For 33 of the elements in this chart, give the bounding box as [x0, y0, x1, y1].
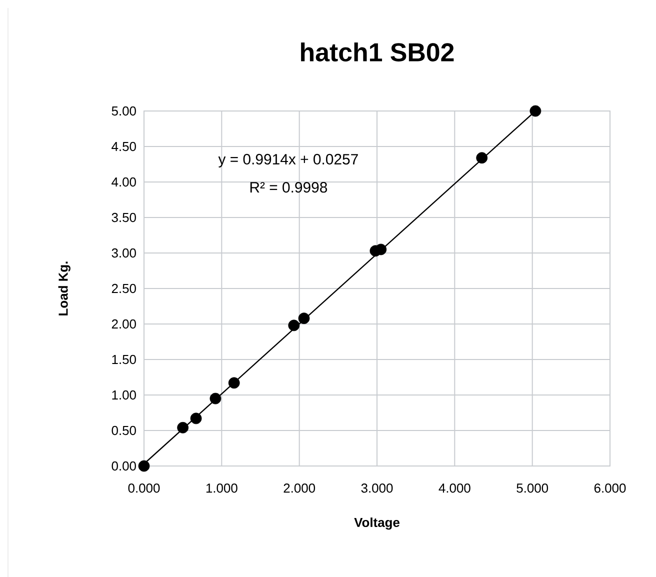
x-tick-label: 5.000 [516, 484, 548, 493]
point [375, 244, 387, 256]
y-tick-label: 1.50 [112, 354, 136, 364]
y-tick-label: 4.00 [112, 177, 136, 187]
point [298, 312, 310, 324]
y-tick-label: 0.00 [112, 461, 136, 471]
x-tick-label: 4.000 [438, 484, 470, 493]
point [288, 320, 300, 332]
y-axis-title: Load Kg. [58, 262, 70, 316]
point [530, 105, 542, 117]
x-tick-label: 0.000 [128, 484, 160, 493]
x-tick-label: 2.000 [284, 484, 316, 493]
point [177, 422, 189, 434]
x-axis-title: Voltage [354, 518, 400, 530]
y-tick-label: 3.00 [112, 248, 136, 258]
point [228, 377, 240, 389]
x-tick-label: 3.000 [361, 484, 393, 493]
y-tick-label: 5.00 [112, 106, 136, 116]
point [210, 392, 222, 404]
x-tick-label: 6.000 [594, 484, 626, 493]
annotation: y = 0.9914x + 0.0257 [218, 154, 358, 168]
point [190, 412, 202, 424]
y-tick-label: 3.50 [112, 212, 136, 222]
point [138, 460, 150, 472]
y-tick-label: 2.50 [112, 284, 136, 294]
annotation: R² = 0.9998 [250, 182, 328, 193]
x-tick-label: 1.000 [206, 484, 238, 493]
y-tick-label: 0.50 [112, 426, 136, 436]
y-tick-label: 2.00 [112, 319, 136, 329]
chart-title: hatch1 SB02 [301, 42, 454, 62]
y-tick-label: 4.50 [112, 142, 136, 152]
y-tick-label: 1.00 [112, 390, 136, 400]
point [476, 152, 488, 164]
